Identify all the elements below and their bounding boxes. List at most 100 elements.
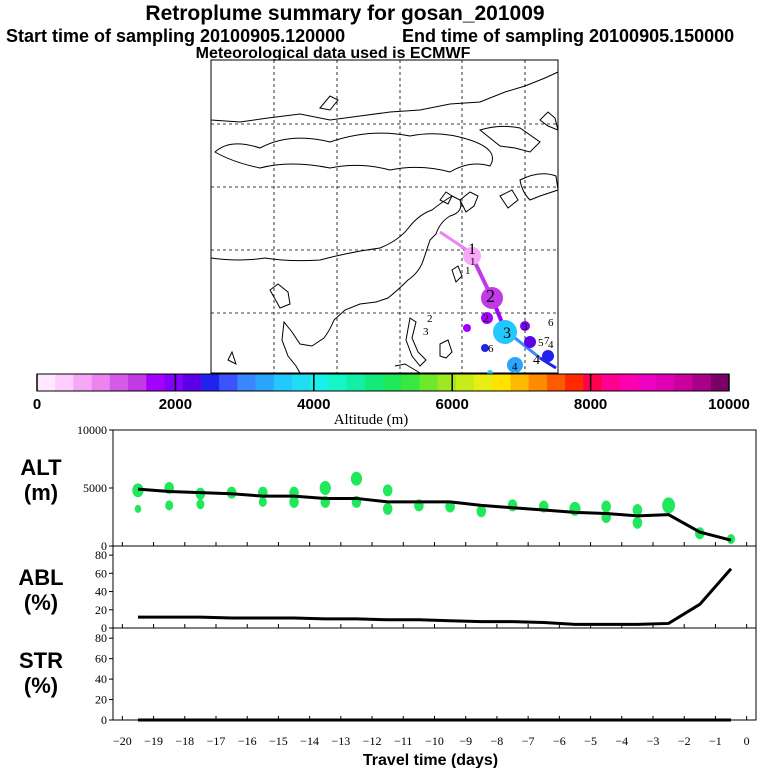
altitude-cluster-dot bbox=[258, 496, 267, 507]
end-time-label: End time of sampling 20100905.150000 bbox=[402, 26, 735, 46]
colorbar-swatch bbox=[455, 374, 475, 391]
x-tick-label: −13 bbox=[331, 734, 350, 748]
y-tick-label: 20 bbox=[95, 693, 107, 707]
x-tick-label: −14 bbox=[300, 734, 319, 748]
y-tick-label: 5000 bbox=[83, 481, 107, 495]
y-tick-label: 10000 bbox=[77, 423, 107, 437]
x-tick-label: −11 bbox=[394, 734, 412, 748]
colorbar-tick-label: 6000 bbox=[436, 396, 469, 413]
x-tick-label: −15 bbox=[269, 734, 288, 748]
plume-cluster-2b bbox=[481, 312, 493, 324]
colorbar-swatch bbox=[437, 374, 457, 391]
x-tick-label: −1 bbox=[709, 734, 722, 748]
colorbar-swatch bbox=[474, 374, 493, 391]
colorbar-swatch bbox=[601, 374, 621, 391]
panel-abl: 0 20 40 60 80 bbox=[95, 545, 757, 635]
plume-label-3: 3 bbox=[522, 321, 528, 333]
altitude-cluster-dot bbox=[507, 499, 518, 512]
colorbar-swatch bbox=[692, 374, 712, 391]
x-tick-label: −2 bbox=[678, 734, 691, 748]
colorbar-swatch bbox=[419, 374, 439, 391]
colorbar-swatch bbox=[291, 374, 311, 391]
plume-cluster-6 bbox=[463, 324, 471, 332]
altitude-cluster-dot bbox=[319, 481, 331, 495]
altitude-cluster-dot bbox=[601, 500, 611, 513]
colorbar-swatch bbox=[273, 374, 293, 391]
plume-cluster-4 bbox=[507, 357, 523, 373]
plume-label-4: 4 bbox=[512, 361, 518, 373]
x-axis: −20 −19 −18 −17 −16 −15 −14 −13 −12 −11 −10 −9 −8 −7−… bbox=[113, 542, 750, 768]
plume-label-6: 6 bbox=[548, 317, 554, 329]
colorbar-swatch bbox=[619, 374, 639, 391]
altitude-cluster-dot bbox=[382, 484, 393, 497]
altitude-cluster-dot bbox=[289, 495, 299, 508]
y-tick-label: 0 bbox=[101, 621, 107, 635]
y-tick-label: 20 bbox=[95, 603, 107, 617]
x-tick-label: −10 bbox=[425, 734, 444, 748]
colorbar-swatch bbox=[528, 374, 548, 391]
colorbar-swatch bbox=[219, 374, 238, 391]
plume-label-6: 6 bbox=[488, 343, 494, 355]
plume-label-2: 2 bbox=[427, 313, 433, 325]
alt-panel-label: ALT (m) bbox=[20, 455, 62, 505]
x-tick-label: −16 bbox=[238, 734, 257, 748]
plume-label-4: 4 bbox=[533, 353, 540, 368]
panel-frame bbox=[112, 429, 757, 547]
series-line-alt bbox=[137, 487, 732, 542]
plume-cluster-4b bbox=[542, 350, 554, 362]
colorbar-swatch bbox=[328, 374, 348, 391]
panel-frame bbox=[112, 627, 757, 721]
plume-label-5: 5 bbox=[538, 337, 544, 349]
x-tick-label: −7 bbox=[522, 734, 535, 748]
plume-cluster-5 bbox=[481, 344, 489, 352]
start-time-label: Start time of sampling 20100905.120000 bbox=[6, 26, 346, 46]
str-panel-label: STR (%) bbox=[19, 648, 63, 698]
x-tick-label: −18 bbox=[175, 734, 194, 748]
panel-alt: 0 5000 10000 bbox=[77, 423, 757, 553]
panel-str: 0 20 40 60 80 bbox=[95, 627, 757, 727]
x-tick-label: −8 bbox=[491, 734, 504, 748]
colorbar-swatch bbox=[91, 374, 111, 391]
plume-label-1: 1 bbox=[465, 265, 471, 277]
plume-label-2: 2 bbox=[483, 311, 489, 325]
y-tick-label: 0 bbox=[101, 539, 107, 553]
colorbar-tick-label: 10000 bbox=[708, 396, 750, 413]
colorbar-swatch bbox=[73, 374, 93, 391]
x-tick-label: −12 bbox=[363, 734, 382, 748]
plume-label-1: 1 bbox=[470, 256, 476, 268]
altitude-cluster-dot bbox=[134, 504, 142, 513]
colorbar-swatch bbox=[255, 374, 275, 391]
x-tick-label: −17 bbox=[207, 734, 226, 748]
y-tick-label: 60 bbox=[95, 566, 107, 580]
altitude-cluster-dot bbox=[196, 499, 205, 510]
plume-label-4: 4 bbox=[548, 339, 554, 351]
colorbar-swatch bbox=[637, 374, 657, 391]
altitude-cluster-dot bbox=[350, 471, 363, 486]
altitude-cluster-dot bbox=[632, 516, 643, 529]
x-tick-label: −9 bbox=[459, 734, 472, 748]
colorbar-swatch bbox=[510, 374, 530, 391]
colorbar-swatch bbox=[164, 374, 184, 391]
colorbar-tick-label: 8000 bbox=[574, 396, 607, 413]
colorbar-swatch bbox=[546, 374, 566, 391]
y-tick-label: 60 bbox=[95, 652, 107, 666]
plume-label-7: 7 bbox=[544, 335, 550, 347]
colorbar-tick-label: 4000 bbox=[297, 396, 330, 413]
colorbar-swatch bbox=[565, 374, 584, 391]
colorbar-swatch bbox=[128, 374, 147, 391]
abl-panel-label: ABL (%) bbox=[18, 565, 64, 615]
colorbar-swatch bbox=[492, 374, 511, 391]
plume-cluster-3 bbox=[493, 320, 517, 344]
colorbar-swatch bbox=[310, 374, 329, 391]
y-tick-label: 40 bbox=[95, 672, 107, 686]
colorbar-swatch bbox=[109, 374, 129, 391]
colorbar-tick-label: 0 bbox=[33, 396, 41, 413]
plume-label-1: 1 bbox=[468, 241, 476, 258]
y-tick-label: 80 bbox=[95, 631, 107, 645]
x-tick-label: −6 bbox=[553, 734, 566, 748]
colorbar-swatch bbox=[237, 374, 257, 391]
